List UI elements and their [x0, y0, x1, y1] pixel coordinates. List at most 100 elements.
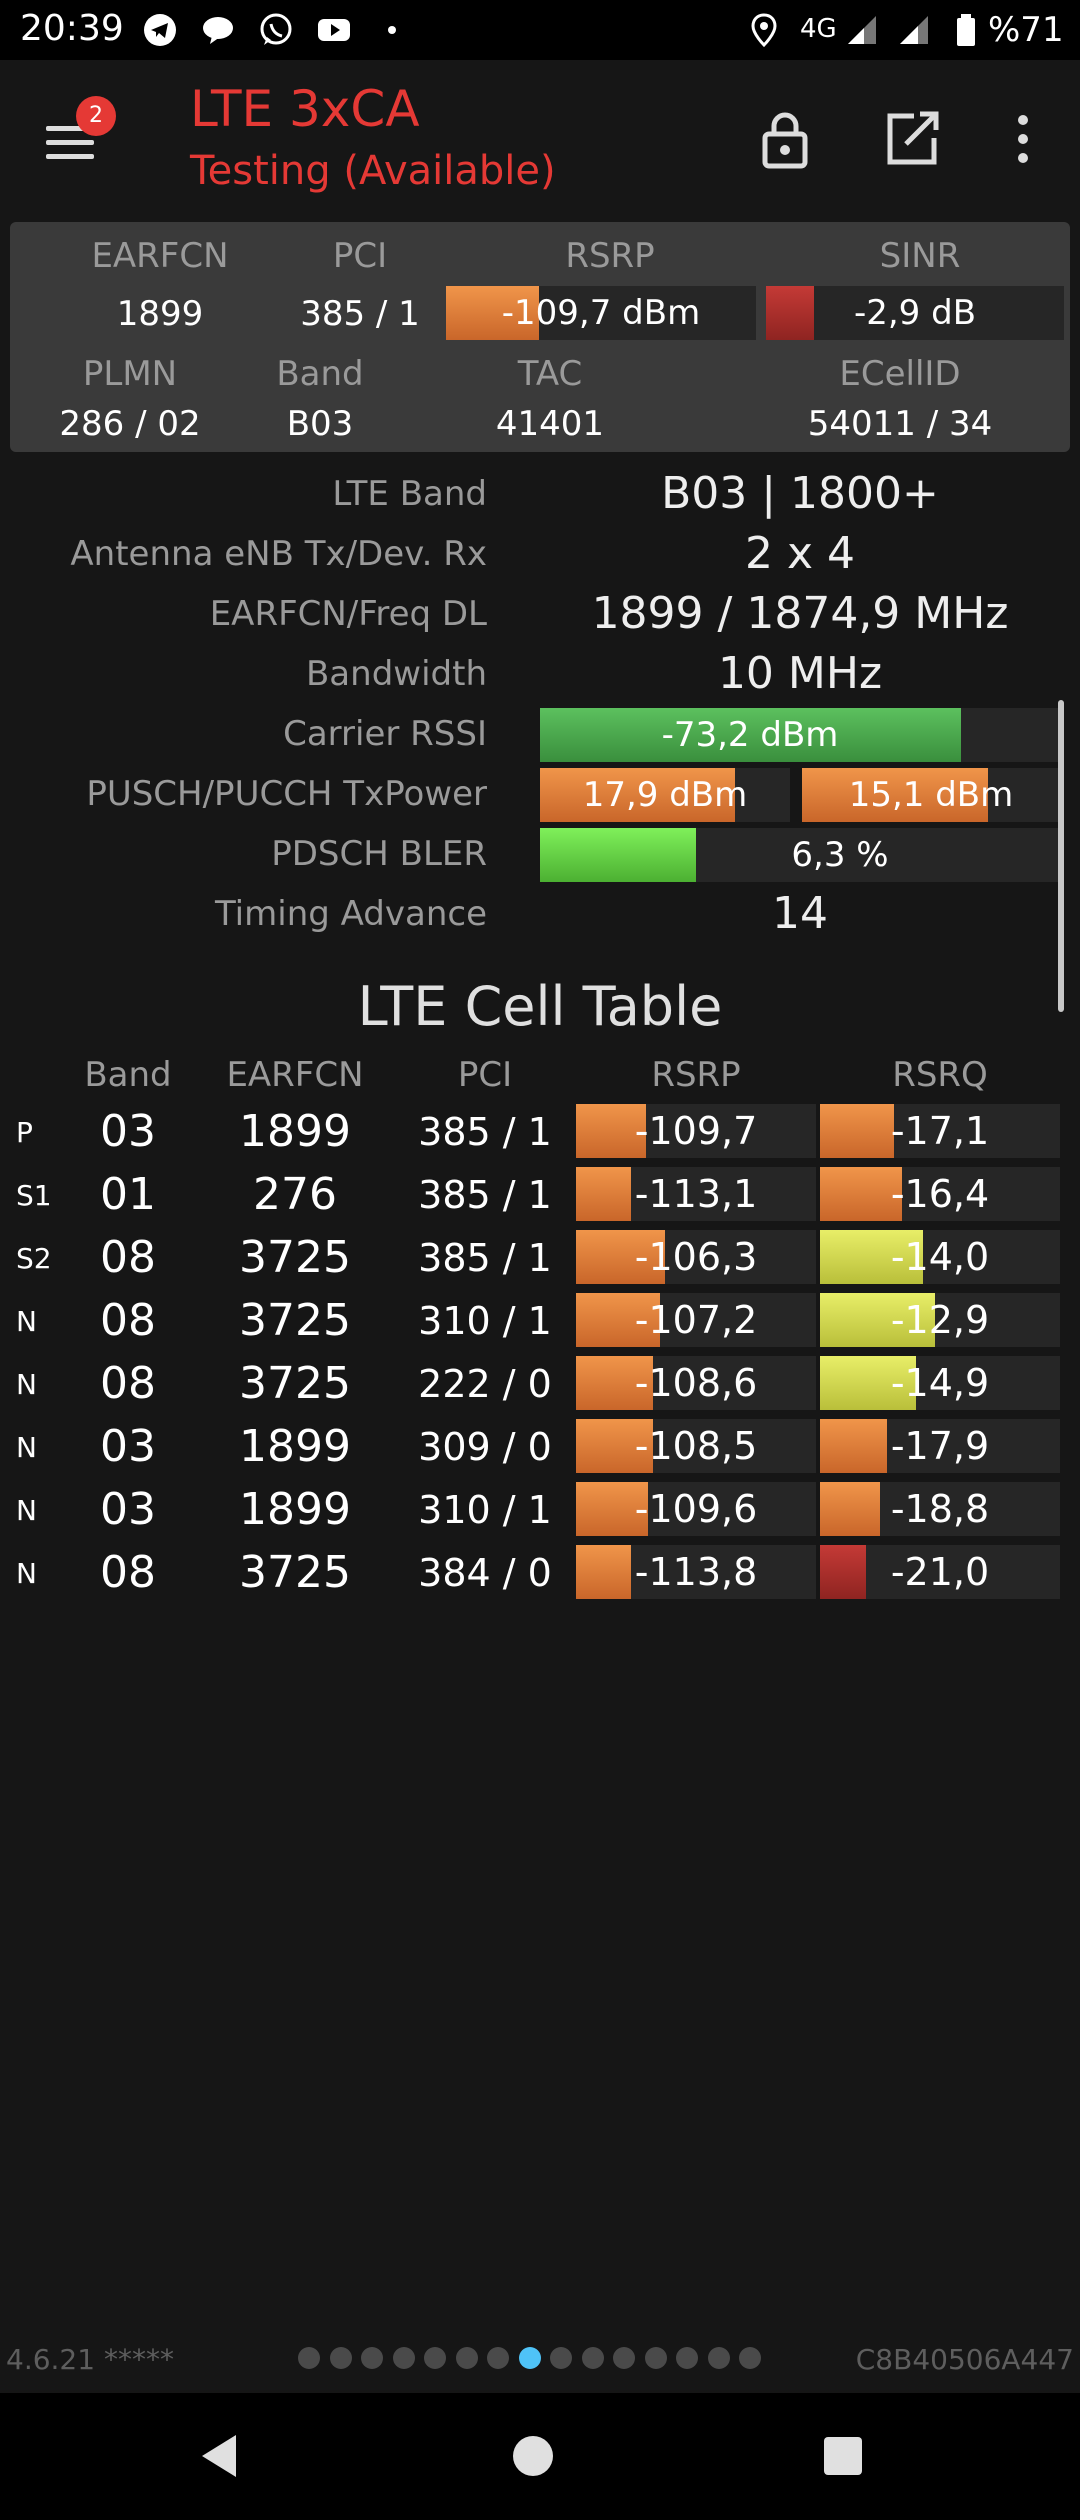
page-dot[interactable] — [550, 2347, 572, 2369]
table-row: N 08 3725 222 / 0 -108,6 -14,9 — [0, 1352, 1080, 1415]
cell-rsrq-value: -14,9 — [890, 1361, 990, 1405]
open-external-icon[interactable] — [876, 104, 946, 174]
cell-rsrp-bar-fill — [576, 1293, 660, 1347]
cell-rsrp-bar-fill — [576, 1104, 646, 1158]
app-version: 4.6.21 ***** — [6, 2343, 174, 2376]
more-vert-icon[interactable] — [988, 104, 1058, 174]
menu-icon — [46, 126, 94, 131]
cell-table-title: LTE Cell Table — [357, 975, 723, 1038]
page-dot[interactable] — [329, 2347, 352, 2369]
rsrp-bar-fill — [446, 286, 539, 340]
col-earfcn-header: EARFCN — [226, 1055, 364, 1095]
cell-rsrq-value: -21,0 — [890, 1550, 990, 1594]
page-dot[interactable] — [424, 2347, 446, 2369]
earfcn-value: 1899 — [116, 294, 204, 334]
cell-band: 03 — [100, 1484, 156, 1535]
cell-type: N — [16, 1431, 37, 1464]
telegram-icon — [144, 14, 176, 46]
lock-icon[interactable] — [750, 104, 820, 174]
band-value: B03 — [286, 404, 354, 444]
rssi-value: -73,2 dBm — [661, 715, 839, 755]
earfcn-freq-value: 1899 / 1874,9 MHz — [591, 588, 1009, 639]
cell-rsrp-bar: -107,2 — [576, 1293, 816, 1347]
page-dot[interactable] — [392, 2347, 415, 2369]
rssi-bar-fill — [540, 708, 962, 762]
cell-type: N — [16, 1368, 37, 1401]
page-dot[interactable] — [361, 2347, 383, 2369]
table-row: P 03 1899 385 / 1 -109,7 -17,1 — [0, 1100, 1080, 1163]
col-rsrp-header: RSRP — [651, 1055, 741, 1095]
ecellid-value: 54011 / 34 — [807, 404, 993, 444]
location-icon — [751, 13, 777, 48]
cell-rsrp-bar-fill — [576, 1167, 632, 1221]
page-dot[interactable] — [581, 2347, 604, 2369]
cell-rsrp-bar-fill — [576, 1230, 665, 1284]
sinr-value: -2,9 dB — [853, 293, 977, 333]
pusch-bar: 17,9 dBm — [540, 768, 790, 822]
cell-rsrp-bar: -106,3 — [576, 1230, 816, 1284]
earfcn-label: EARFCN — [91, 236, 229, 276]
back-icon[interactable] — [186, 2423, 252, 2489]
cell-rsrp-value: -113,1 — [634, 1172, 758, 1216]
app-title: LTE 3xCA — [190, 80, 420, 138]
cell-rsrp-bar: -108,6 — [576, 1356, 816, 1410]
cell-earfcn: 3725 — [239, 1232, 351, 1283]
cell-pci: 309 / 0 — [418, 1425, 552, 1469]
page-dot[interactable] — [298, 2347, 320, 2369]
cell-rsrq-value: -12,9 — [890, 1298, 990, 1342]
youtube-icon — [318, 19, 350, 41]
bandwidth-label: Bandwidth — [305, 654, 487, 694]
page-dot[interactable] — [676, 2347, 698, 2369]
page-dot[interactable] — [455, 2347, 478, 2369]
detail-rssi: Carrier RSSI -73,2 dBm — [0, 706, 1080, 766]
cell-earfcn: 1899 — [239, 1421, 351, 1472]
col-pci-header: PCI — [457, 1055, 513, 1095]
scrollbar[interactable] — [1058, 700, 1064, 1012]
cell-rsrp-value: -108,6 — [634, 1361, 758, 1405]
cell-pci: 310 / 1 — [418, 1299, 552, 1343]
page-dot[interactable] — [739, 2347, 761, 2369]
cell-pci: 310 / 1 — [418, 1488, 552, 1532]
cell-pci: 384 / 0 — [418, 1551, 552, 1595]
ecellid-label: ECellID — [839, 354, 961, 394]
cell-rsrq-bar: -17,1 — [820, 1104, 1060, 1158]
pusch-bar-fill — [540, 768, 735, 822]
notification-badge: 2 — [76, 96, 116, 136]
page-indicator[interactable] — [298, 2347, 778, 2371]
cell-rsrq-value: -17,1 — [890, 1109, 990, 1153]
page-dot[interactable] — [707, 2347, 730, 2369]
cell-band: 01 — [100, 1169, 156, 1220]
bler-label: PDSCH BLER — [271, 834, 487, 874]
page-dot[interactable] — [518, 2347, 541, 2369]
cell-rsrp-value: -109,6 — [634, 1487, 758, 1531]
home-icon[interactable] — [500, 2423, 566, 2489]
detail-antenna: Antenna eNB Tx/Dev. Rx 2 x 4 — [0, 526, 1080, 586]
ta-value: 14 — [772, 888, 828, 939]
cell-type: S2 — [16, 1242, 52, 1275]
cell-type: P — [16, 1116, 33, 1149]
battery-percent: %71 — [988, 10, 1064, 50]
dot-icon — [388, 26, 396, 34]
antenna-value: 2 x 4 — [745, 528, 855, 579]
cell-rsrp-value: -106,3 — [634, 1235, 758, 1279]
col-rsrq-header: RSRQ — [892, 1055, 988, 1095]
table-row: N 08 3725 310 / 1 -107,2 -12,9 — [0, 1289, 1080, 1352]
sinr-bar-fill — [766, 286, 814, 340]
page-dot[interactable] — [613, 2347, 635, 2369]
status-bar: 20:39 4G %71 — [0, 0, 1080, 60]
pucch-bar: 15,1 dBm — [802, 768, 1060, 822]
app-subtitle: Testing (Available) — [190, 148, 556, 194]
page-dot[interactable] — [487, 2347, 509, 2369]
lte-band-value: B03 | 1800+ — [661, 468, 939, 519]
page-dot[interactable] — [644, 2347, 667, 2369]
detail-timing-advance: Timing Advance 14 — [0, 886, 1080, 946]
table-row: S1 01 276 385 / 1 -113,1 -16,4 — [0, 1163, 1080, 1226]
navigation-bar — [0, 2393, 1080, 2520]
cell-rsrq-value: -18,8 — [890, 1487, 990, 1531]
band-label: Band — [276, 354, 364, 394]
recents-icon[interactable] — [810, 2423, 876, 2489]
cell-rsrq-bar: -14,9 — [820, 1356, 1060, 1410]
cell-rsrq-value: -16,4 — [890, 1172, 990, 1216]
menu-button[interactable] — [40, 110, 100, 170]
cell-rsrq-bar: -17,9 — [820, 1419, 1060, 1473]
